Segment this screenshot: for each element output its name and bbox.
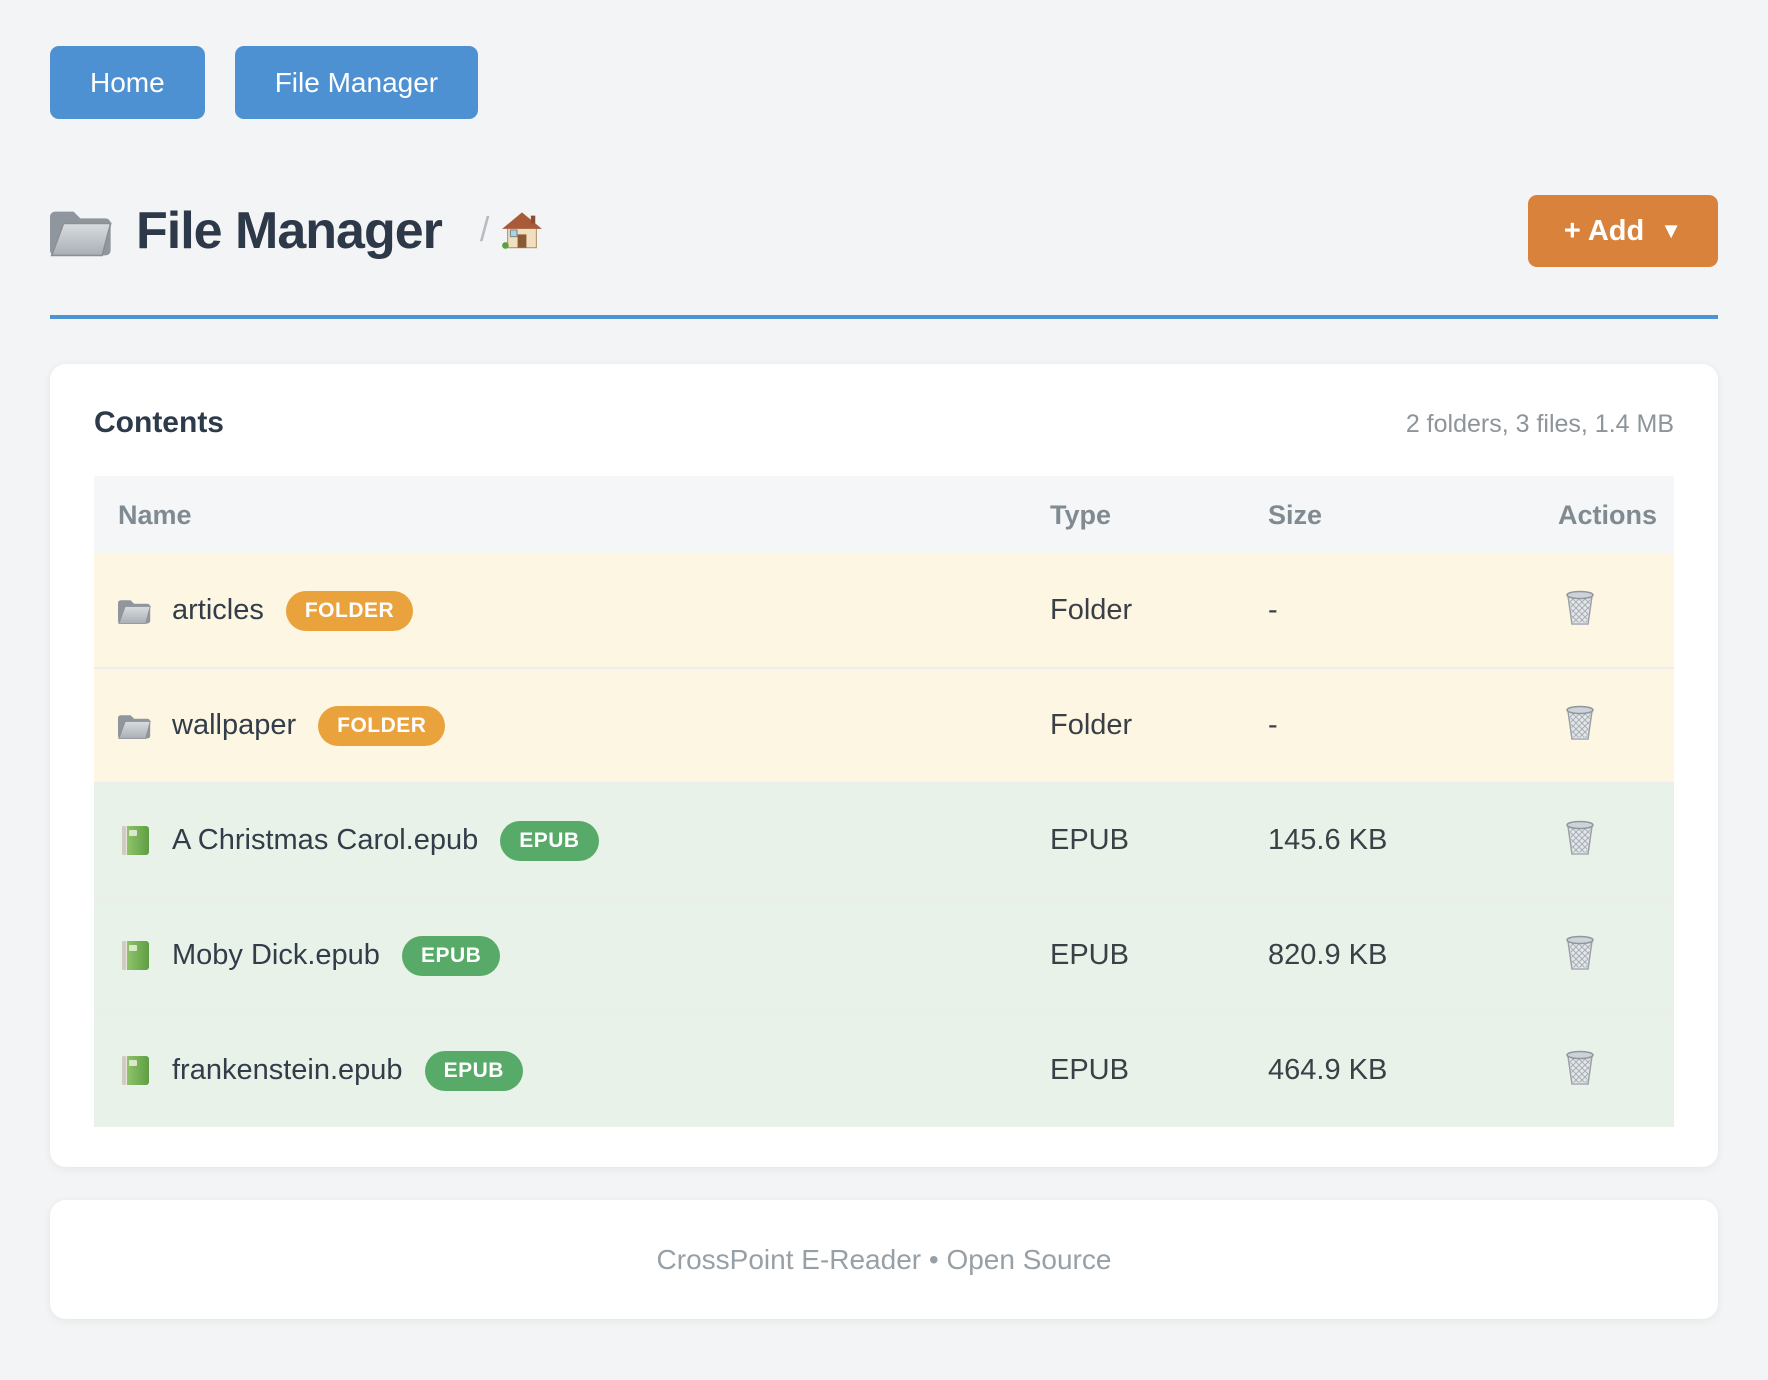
chevron-down-icon: ▼: [1660, 218, 1682, 243]
page-title: File Manager: [136, 202, 443, 260]
wastebasket-icon: [1566, 1050, 1594, 1086]
file-type: EPUB: [1050, 1054, 1129, 1086]
breadcrumb: /: [480, 210, 543, 252]
table-body: articles FOLDER Folder - wallpaper FOLDE…: [94, 554, 1674, 1127]
delete-button[interactable]: [1564, 590, 1596, 627]
type-badge: EPUB: [401, 935, 501, 976]
add-button-label: + Add: [1563, 214, 1645, 247]
file-manager-page: Home File Manager File Manager / + Add ▼…: [50, 0, 1718, 1319]
file-size: -: [1268, 709, 1278, 741]
wastebasket-icon: [1566, 590, 1594, 626]
file-size: 145.6 KB: [1268, 824, 1388, 856]
home-button[interactable]: Home: [50, 46, 205, 119]
contents-heading: Contents: [94, 406, 224, 439]
contents-card: Contents 2 folders, 3 files, 1.4 MB Name…: [50, 364, 1718, 1167]
folder-icon: [50, 203, 114, 259]
wastebasket-icon: [1566, 705, 1594, 741]
file-type: EPUB: [1050, 939, 1129, 971]
delete-button[interactable]: [1564, 820, 1596, 857]
breadcrumb-separator: /: [479, 211, 490, 249]
type-badge: FOLDER: [285, 590, 414, 631]
file-name[interactable]: Moby Dick.epub: [172, 939, 380, 971]
file-type: EPUB: [1050, 824, 1129, 856]
file-name[interactable]: frankenstein.epub: [172, 1054, 403, 1086]
file-size: 820.9 KB: [1268, 939, 1388, 971]
column-header-size: Size: [1268, 499, 1323, 530]
file-name[interactable]: articles: [172, 594, 264, 626]
type-badge: EPUB: [500, 820, 599, 861]
file-size: 464.9 KB: [1268, 1054, 1388, 1086]
delete-button[interactable]: [1564, 1050, 1596, 1087]
file-name[interactable]: wallpaper: [172, 709, 297, 741]
contents-summary: 2 folders, 3 files, 1.4 MB: [1405, 410, 1674, 438]
footer: CrossPoint E-Reader • Open Source: [50, 1200, 1718, 1319]
table-header-row: Name Type Size Actions: [94, 476, 1674, 554]
book-icon: [122, 941, 149, 970]
file-type: Folder: [1050, 594, 1133, 626]
header-divider: [50, 315, 1718, 319]
file-manager-button[interactable]: File Manager: [234, 46, 479, 119]
table-row: articles FOLDER Folder -: [94, 554, 1674, 667]
book-icon: [122, 826, 149, 855]
top-nav: Home File Manager: [50, 0, 1718, 119]
column-header-actions: Actions: [1558, 499, 1658, 530]
column-header-type: Type: [1050, 499, 1112, 530]
file-size: -: [1268, 594, 1278, 626]
file-type: Folder: [1050, 709, 1133, 741]
delete-button[interactable]: [1564, 705, 1596, 742]
page-header: File Manager / + Add ▼: [50, 195, 1718, 267]
file-table: Name Type Size Actions articles FOLDER F…: [94, 476, 1674, 1127]
table-row: frankenstein.epub EPUB EPUB 464.9 KB: [94, 1012, 1674, 1127]
file-name[interactable]: A Christmas Carol.epub: [172, 824, 479, 856]
type-badge: FOLDER: [318, 705, 446, 746]
add-button[interactable]: + Add ▼: [1527, 195, 1718, 267]
delete-button[interactable]: [1564, 935, 1596, 972]
folder-icon: [118, 599, 151, 624]
wastebasket-icon: [1566, 820, 1594, 856]
wastebasket-icon: [1566, 935, 1594, 971]
footer-text: CrossPoint E-Reader • Open Source: [656, 1243, 1112, 1275]
table-row: Moby Dick.epub EPUB EPUB 820.9 KB: [94, 897, 1674, 1012]
home-icon[interactable]: [501, 210, 543, 250]
folder-icon: [118, 714, 151, 739]
book-icon: [122, 1056, 149, 1085]
table-row: A Christmas Carol.epub EPUB EPUB 145.6 K…: [94, 782, 1674, 897]
table-row: wallpaper FOLDER Folder -: [94, 667, 1674, 782]
column-header-name: Name: [118, 499, 192, 530]
type-badge: EPUB: [424, 1050, 523, 1091]
